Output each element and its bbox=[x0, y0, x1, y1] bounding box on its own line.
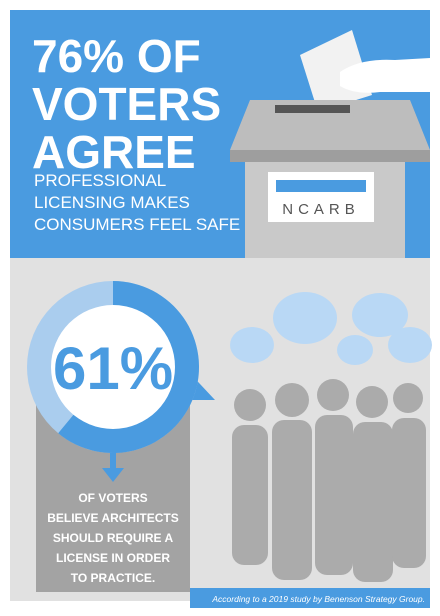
down-arrow bbox=[102, 440, 124, 482]
description-line: BELIEVE ARCHITECTS bbox=[47, 511, 179, 525]
description-line: TO PRACTICE. bbox=[71, 571, 155, 585]
box-rim bbox=[230, 150, 430, 162]
description-line: LICENSE IN ORDER bbox=[56, 551, 170, 565]
description-line: SHOULD REQUIRE A bbox=[53, 531, 174, 545]
headline-line: AGREE bbox=[32, 126, 196, 178]
headline-line: 76% OF bbox=[32, 30, 201, 82]
ballot-box: NCARB bbox=[230, 30, 430, 258]
donut-hole bbox=[51, 305, 175, 429]
description-line: OF VOTERS bbox=[78, 491, 147, 505]
label-bar bbox=[276, 180, 366, 192]
ballot-paper bbox=[300, 30, 372, 112]
speech-bubbles bbox=[230, 292, 432, 365]
footnote-bar bbox=[190, 588, 430, 608]
hand bbox=[340, 58, 430, 93]
headline-line: VOTERS bbox=[32, 78, 221, 130]
subtitle-line: PROFESSIONAL bbox=[34, 171, 166, 190]
slot bbox=[275, 105, 350, 113]
footnote: According to a 2019 study by Benenson St… bbox=[211, 594, 425, 604]
stat-label: 61% bbox=[53, 335, 173, 402]
stat-description: OF VOTERS BELIEVE ARCHITECTS SHOULD REQUIR… bbox=[47, 491, 179, 585]
subtitle-line: LICENSING MAKES bbox=[34, 193, 190, 212]
people bbox=[232, 379, 426, 582]
ncarb-label: NCARB bbox=[282, 201, 360, 218]
subtitle-line: CONSUMERS FEEL SAFE bbox=[34, 215, 240, 234]
